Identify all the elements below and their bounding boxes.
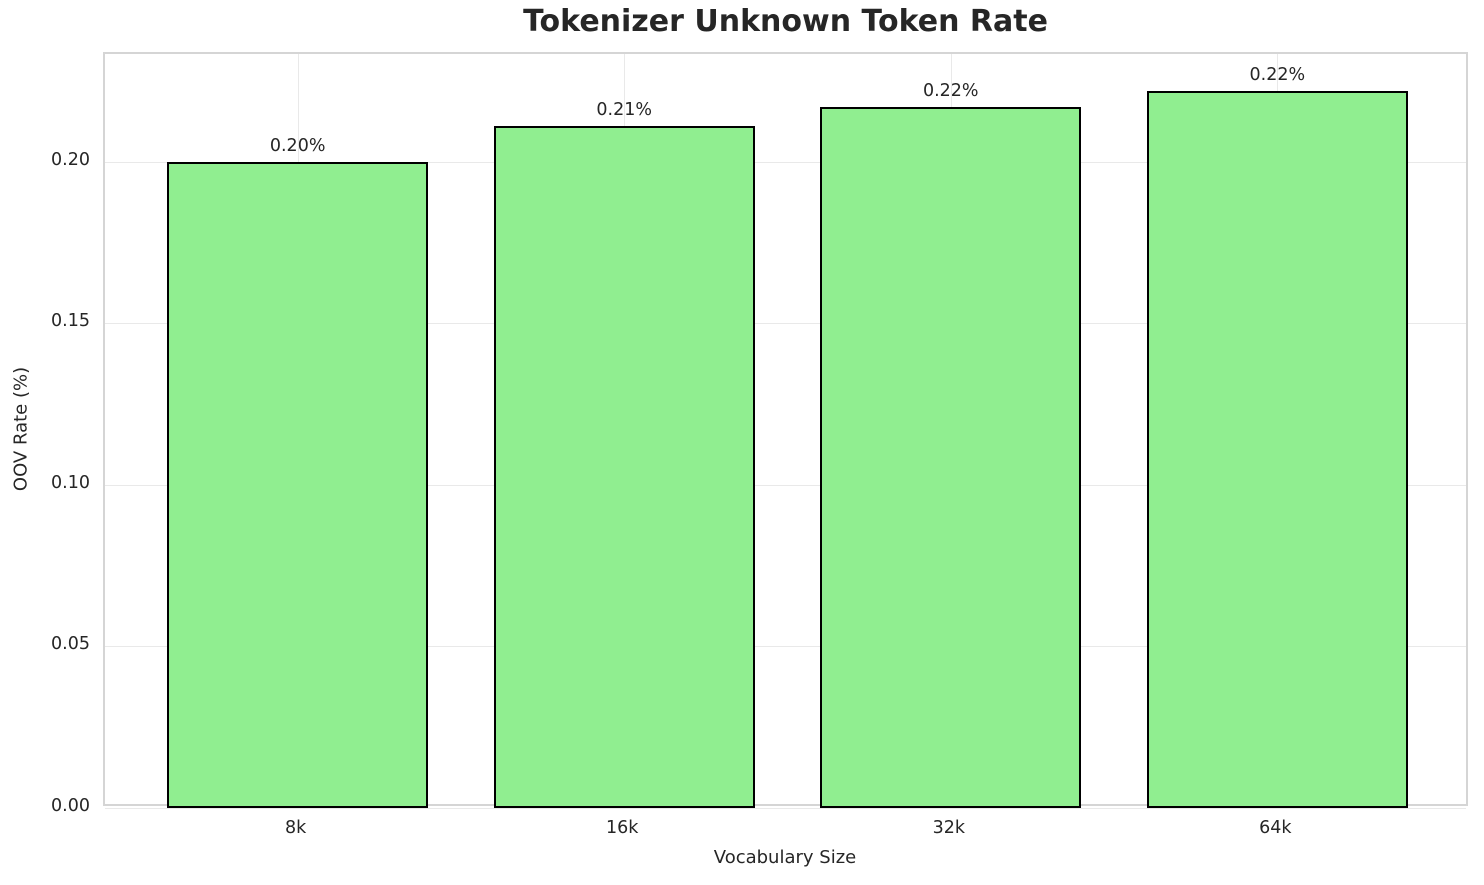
y-gridline [105, 323, 1466, 325]
y-gridline [105, 808, 1466, 809]
x-tick-label: 64k [1259, 818, 1292, 838]
y-gridline [105, 646, 1466, 648]
y-tick-label: 0.15 [51, 311, 90, 332]
y-gridline [105, 161, 1466, 163]
bar-16k [493, 126, 755, 808]
bar-32k [820, 106, 1082, 808]
x-tick-label: 16k [606, 818, 639, 838]
y-tick-label: 0.20 [51, 149, 90, 170]
x-tick-label: 8k [285, 818, 307, 838]
chart-title: Tokenizer Unknown Token Rate [523, 4, 1048, 39]
y-tick-label: 0.10 [51, 472, 90, 493]
bar-64k [1146, 90, 1408, 808]
y-tick-label: 0.00 [51, 796, 90, 816]
x-tick-label: 32k [932, 818, 965, 838]
x-axis-label: Vocabulary Size [713, 847, 857, 868]
y-tick-label: 0.05 [51, 634, 90, 655]
bar-value-label: 0.21% [596, 100, 653, 121]
bar-value-label: 0.22% [922, 80, 979, 101]
bar-value-label: 0.22% [1249, 64, 1306, 85]
bar-value-label: 0.20% [269, 135, 326, 156]
bar-8k [167, 161, 429, 808]
plot-area: 0.20% 0.21% 0.22% 0.22% [103, 52, 1468, 809]
y-gridline [105, 484, 1466, 486]
